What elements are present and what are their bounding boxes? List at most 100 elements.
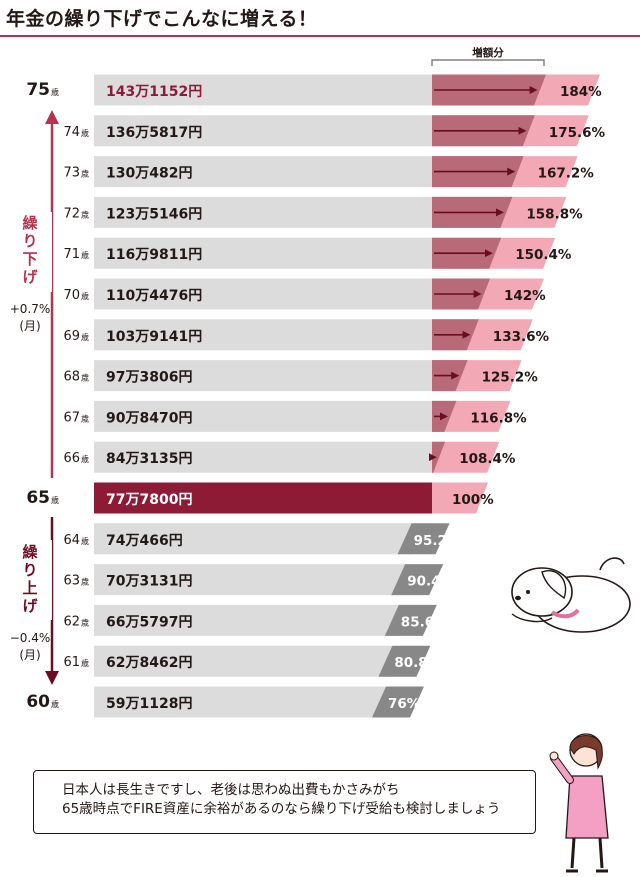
- amount-label: 90万8470円: [106, 410, 192, 426]
- advance-rate: −0.4%: [10, 631, 51, 645]
- percent-label: 80.8%: [394, 655, 441, 671]
- percent-label: 158.8%: [526, 206, 583, 222]
- age-suffix: 歳: [51, 87, 59, 97]
- amount-bar: [94, 74, 432, 106]
- note-line-2: 65歳時点でFIRE資産に余裕があるのなら繰り下げ受給も検討しましょう: [62, 801, 501, 817]
- deferral-arrow: [45, 110, 59, 478]
- age-label: 67: [63, 410, 80, 425]
- age-suffix: 歳: [81, 454, 89, 464]
- percent-box: [432, 482, 488, 514]
- amount-bar: [94, 278, 432, 310]
- age-suffix: 歳: [51, 495, 59, 505]
- percent-label: 100%: [452, 492, 494, 508]
- increase-bracket: 増額分: [431, 46, 545, 66]
- amount-label: 77万7800円: [106, 492, 192, 508]
- title-divider: [0, 35, 640, 37]
- age-label: 75: [26, 80, 50, 100]
- amount-bar: [94, 400, 432, 432]
- amount-label: 136万5817円: [106, 125, 202, 141]
- amount-label: 110万4476円: [106, 288, 202, 304]
- amount-bar: [94, 237, 432, 269]
- page-title: 年金の繰り下げでこんなに増える！: [6, 8, 318, 30]
- advance-unit: (月): [19, 648, 40, 662]
- age-suffix: 歳: [81, 536, 89, 546]
- increase-label: 増額分: [472, 46, 504, 59]
- percent-label: 167.2%: [538, 166, 595, 182]
- deferral-rate: +0.7%: [10, 302, 51, 316]
- deferral-unit: (月): [19, 319, 40, 333]
- amount-bar: [94, 686, 386, 718]
- advance-label-box: 繰り上げ −0.4% (月): [10, 540, 52, 662]
- increase-bar: [432, 441, 446, 473]
- amount-bar: [94, 604, 399, 636]
- percent-label: 76%: [388, 696, 421, 712]
- percent-label: 85.6%: [401, 614, 448, 630]
- percent-label: 116.8%: [470, 410, 527, 426]
- deferral-label: 繰り下げ: [22, 214, 38, 286]
- age-label: 68: [63, 370, 80, 385]
- age-suffix: 歳: [81, 658, 89, 668]
- percent-box: [384, 604, 437, 636]
- amount-bar: [94, 156, 432, 188]
- age-suffix: 歳: [81, 250, 89, 260]
- age-label: 73: [63, 166, 80, 181]
- age-label: 74: [63, 125, 80, 140]
- age-label: 71: [63, 247, 80, 262]
- age-suffix: 歳: [81, 617, 89, 627]
- age-suffix: 歳: [81, 169, 89, 179]
- amount-bar: [94, 564, 406, 596]
- percent-label: 175.6%: [549, 125, 606, 141]
- amount-bar: [94, 645, 393, 677]
- amount-bar: [94, 482, 432, 514]
- advance-label: 繰り上げ: [22, 543, 38, 615]
- amount-label: 143万1152円: [106, 84, 202, 100]
- age-suffix: 歳: [81, 332, 89, 342]
- percent-label: 150.4%: [515, 247, 572, 263]
- amount-label: 70万3131円: [106, 574, 192, 590]
- percent-label: 95.2%: [414, 533, 461, 549]
- percent-label: 108.4%: [459, 451, 516, 467]
- amount-label: 116万9811円: [106, 247, 202, 263]
- amount-label: 103万9141円: [106, 329, 202, 345]
- amount-label: 97万3806円: [106, 370, 192, 386]
- percent-box: [372, 686, 424, 718]
- percent-label: 125.2%: [482, 370, 539, 386]
- age-label: 70: [63, 288, 80, 303]
- percent-box: [378, 645, 431, 677]
- age-label: 64: [63, 533, 80, 548]
- amount-bar: [94, 523, 412, 555]
- age-suffix: 歳: [81, 413, 89, 423]
- age-label: 66: [63, 451, 80, 466]
- amount-bar: [94, 319, 432, 351]
- amount-bar: [94, 115, 432, 147]
- age-label: 60: [26, 692, 50, 712]
- amount-bar: [94, 196, 432, 228]
- age-suffix: 歳: [51, 699, 59, 709]
- age-label: 72: [63, 206, 80, 221]
- age-label: 63: [63, 574, 80, 589]
- amount-label: 130万482円: [106, 166, 192, 182]
- amount-label: 59万1128円: [106, 696, 192, 712]
- percent-box: [432, 441, 500, 473]
- percent-label: 184%: [560, 84, 602, 100]
- percent-label: 90.4%: [407, 574, 454, 590]
- age-label: 65: [26, 488, 50, 508]
- amount-bar: [94, 441, 432, 473]
- age-suffix: 歳: [81, 128, 89, 138]
- amount-label: 74万466円: [106, 533, 183, 549]
- amount-label: 66万5797円: [106, 614, 192, 630]
- dog-illustration: [511, 557, 631, 633]
- age-suffix: 歳: [81, 209, 89, 219]
- percent-box: [391, 564, 444, 596]
- percent-box: [397, 523, 450, 555]
- age-suffix: 歳: [81, 577, 89, 587]
- amount-label: 62万8462円: [106, 655, 192, 671]
- age-suffix: 歳: [81, 373, 89, 383]
- deferral-label-box: 繰り下げ +0.7% (月): [10, 212, 52, 333]
- age-suffix: 歳: [81, 291, 89, 301]
- amount-label: 123万5146円: [106, 206, 202, 222]
- age-label: 69: [63, 329, 80, 344]
- percent-label: 142%: [504, 288, 546, 304]
- amount-label: 84万3135円: [106, 451, 192, 467]
